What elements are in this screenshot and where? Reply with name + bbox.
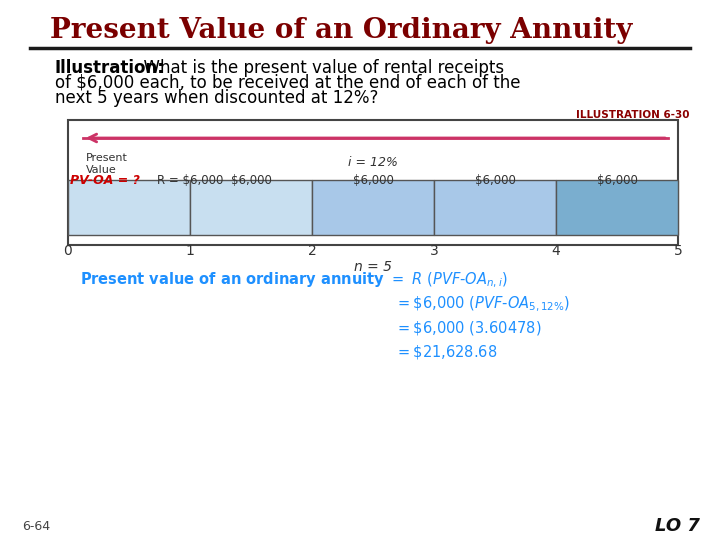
Text: PV-OA = ?: PV-OA = ? (70, 173, 140, 186)
Text: $6,000: $6,000 (353, 173, 393, 186)
Text: $6,000: $6,000 (597, 173, 637, 186)
Text: $= \$6{,}000\ (PVF\text{-}OA_{5,12\%})$: $= \$6{,}000\ (PVF\text{-}OA_{5,12\%})$ (395, 294, 570, 314)
Text: ILLUSTRATION 6-30: ILLUSTRATION 6-30 (577, 110, 690, 120)
Text: Illustration:: Illustration: (55, 59, 165, 77)
Bar (312, 180, 434, 235)
Bar (68, 120, 678, 245)
Text: What is the present value of rental receipts: What is the present value of rental rece… (133, 59, 504, 77)
Text: next 5 years when discounted at 12%?: next 5 years when discounted at 12%? (55, 89, 379, 107)
Bar (190, 180, 312, 235)
Text: 4: 4 (552, 244, 560, 258)
Text: of $6,000 each, to be received at the end of each of the: of $6,000 each, to be received at the en… (55, 74, 521, 92)
Text: Value: Value (86, 165, 117, 175)
Text: Present value of an ordinary annuity $=$ $R$ $(PVF\text{-}OA_{n,i})$: Present value of an ordinary annuity $=$… (80, 271, 508, 289)
Text: 2: 2 (307, 244, 316, 258)
Bar (556, 180, 678, 235)
Text: Present Value of an Ordinary Annuity: Present Value of an Ordinary Annuity (50, 17, 632, 44)
Text: Present: Present (86, 153, 128, 163)
Text: $6,000: $6,000 (474, 173, 516, 186)
Text: n = 5: n = 5 (354, 260, 392, 274)
Bar (68, 180, 190, 235)
Text: $= \$6{,}000\ (3.60478)$: $= \$6{,}000\ (3.60478)$ (395, 319, 541, 337)
Text: 6-64: 6-64 (22, 519, 50, 532)
Text: 1: 1 (186, 244, 194, 258)
Text: 3: 3 (430, 244, 438, 258)
Text: i = 12%: i = 12% (348, 156, 398, 168)
Text: R = $6,000: R = $6,000 (157, 173, 223, 186)
Text: 5: 5 (674, 244, 683, 258)
Text: $6,000: $6,000 (230, 173, 271, 186)
Text: 0: 0 (63, 244, 73, 258)
Text: LO 7: LO 7 (655, 517, 700, 535)
Bar (434, 180, 556, 235)
Text: $= \$21{,}628.68$: $= \$21{,}628.68$ (395, 343, 498, 361)
